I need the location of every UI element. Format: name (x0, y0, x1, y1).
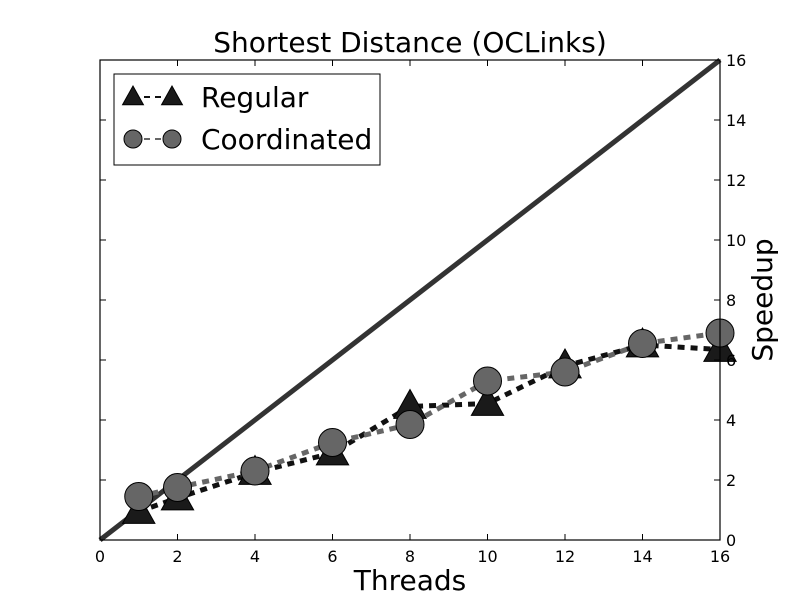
data-point-coordinated-14 (628, 329, 657, 358)
x-tick-label-2: 2 (172, 547, 182, 566)
legend-marker-coordinated-0 (123, 129, 143, 149)
reference-line (98, 58, 722, 542)
data-point-coordinated-10 (473, 366, 502, 396)
legend-marker-coordinated-1 (162, 129, 182, 149)
y-tick-label-12: 12 (726, 171, 746, 190)
y-tick-label-4: 4 (726, 411, 736, 430)
x-axis-ticks: 0 2 4 6 8 10 12 14 16 (95, 60, 730, 566)
legend: Regular Coordinated (113, 73, 381, 166)
x-tick-label-0: 0 (95, 547, 105, 566)
y-tick-label-16: 16 (726, 51, 746, 70)
x-tick-label-6: 6 (327, 547, 337, 566)
series-line-coordinated (138, 330, 721, 499)
data-point-coordinated-8 (395, 410, 425, 439)
x-tick-label-16: 16 (710, 547, 730, 566)
x-tick-label-12: 12 (555, 547, 575, 566)
y-tick-label-8: 8 (726, 291, 736, 310)
y-tick-label-10: 10 (726, 231, 746, 250)
legend-label-regular: Regular (201, 81, 309, 114)
data-point-regular-10 (470, 385, 505, 416)
y-tick-label-2: 2 (726, 471, 736, 490)
data-point-coordinated-1 (124, 482, 154, 511)
legend-label-coordinated: Coordinated (201, 123, 372, 156)
y-tick-label-14: 14 (726, 111, 746, 130)
x-tick-label-8: 8 (405, 547, 415, 566)
legend-marker-regular-0 (121, 84, 145, 106)
x-tick-label-14: 14 (632, 547, 652, 566)
data-point-coordinated-4 (240, 456, 270, 486)
legend-symbols (121, 84, 184, 149)
chart-title: Shortest Distance (OCLinks) (213, 26, 607, 59)
plot-data-layer (98, 58, 738, 542)
data-point-coordinated-12 (550, 357, 580, 387)
x-tick-label-4: 4 (250, 547, 260, 566)
x-axis-label: Threads (353, 564, 467, 597)
data-point-coordinated-2 (163, 473, 192, 502)
x-tick-label-10: 10 (477, 547, 497, 566)
legend-marker-regular-1 (160, 84, 184, 106)
series-line-regular (137, 342, 721, 514)
y-axis-label: Speedup (746, 238, 779, 361)
data-point-coordinated-6 (318, 428, 347, 457)
y-tick-label-6: 6 (726, 351, 736, 370)
y-tick-label-0: 0 (726, 531, 736, 550)
legend-box (113, 73, 381, 166)
y-axis-ticks: 0 2 4 6 8 10 12 14 16 (100, 51, 746, 550)
